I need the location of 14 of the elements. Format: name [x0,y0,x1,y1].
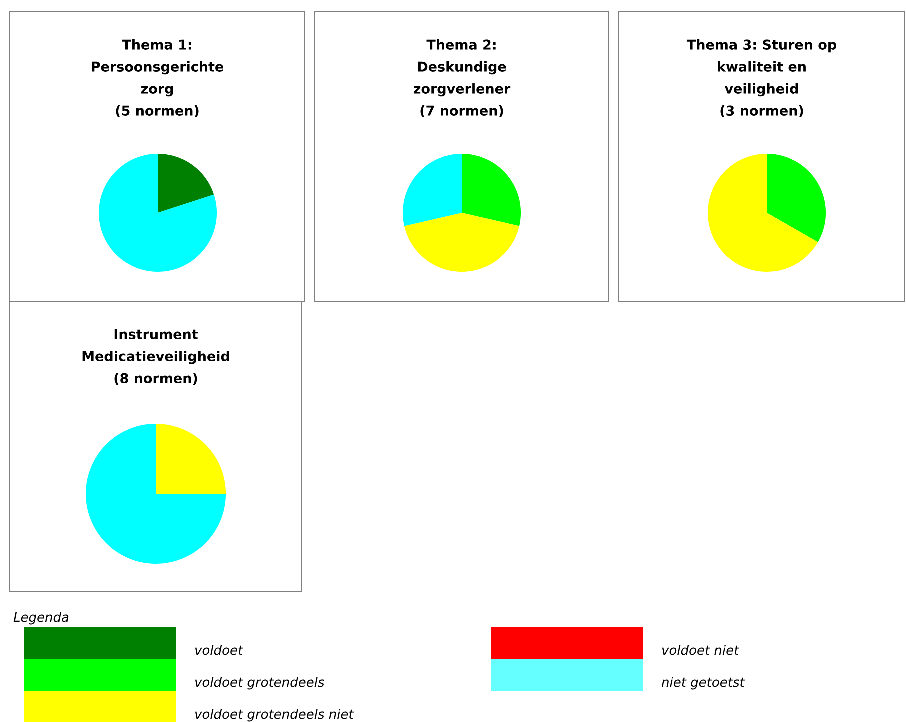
category-label: voldoet niet [662,645,740,656]
category-label: voldoet grotendeels [195,677,324,690]
chart-subtitle: (7 normen) [420,106,504,118]
category-label: niet getoetst [662,677,746,690]
chart-title: Thema 1: Persoonsgerichte zorg [92,40,224,97]
chart-title: Thema 2: Deskundige zorgverlener [414,40,511,97]
chart-title: Instrument Medicatieveiligheid [82,330,230,364]
chart-subtitle: (3 normen) [720,106,804,118]
category-label: voldoet grotendeels niet [195,709,354,722]
chart-subtitle: (8 normen) [114,373,198,386]
chart-subtitle: (5 normen) [116,106,199,118]
chart-title: Thema 3: Sturen op kwaliteit en veiligheid [686,40,836,97]
category-label: voldoet [195,645,244,656]
legend-title: Legenda [14,612,69,625]
